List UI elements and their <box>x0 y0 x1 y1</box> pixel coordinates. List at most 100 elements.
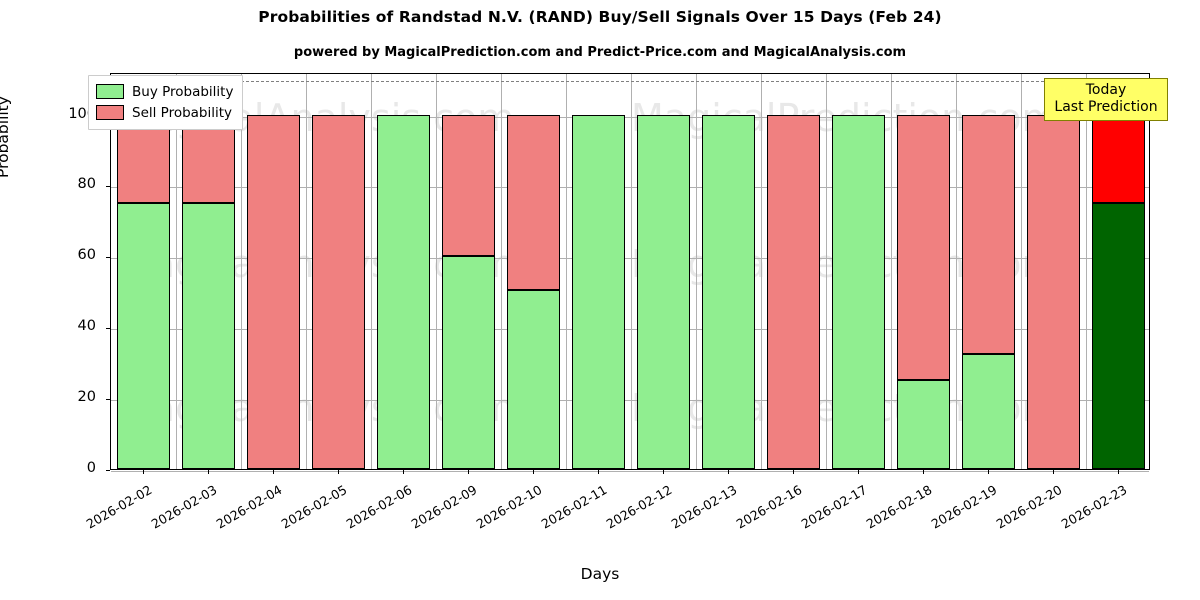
chart-title: Probabilities of Randstad N.V. (RAND) Bu… <box>258 8 942 26</box>
bar-segment-buy[interactable] <box>376 114 431 469</box>
x-tick-mark <box>922 470 924 474</box>
x-tick-label: 2026-02-05 <box>278 482 349 532</box>
chart-subtitle: powered by MagicalPrediction.com and Pre… <box>293 45 907 60</box>
y-tick-mark <box>106 470 110 471</box>
vertical-gridline <box>631 74 632 469</box>
today-annotation-line2: Last Prediction <box>1054 99 1158 115</box>
y-tick-label: 80 <box>77 176 96 193</box>
legend-label-buy: Buy Probability <box>132 83 234 100</box>
bar-group[interactable] <box>1091 72 1146 469</box>
bar-group[interactable] <box>571 72 626 469</box>
bar-segment-buy[interactable] <box>1091 203 1146 469</box>
y-tick-label: 60 <box>77 247 96 264</box>
today-annotation: Today Last Prediction <box>1044 78 1168 121</box>
vertical-gridline <box>176 74 177 469</box>
y-tick-label: 0 <box>86 460 96 476</box>
legend-swatch-buy-icon <box>96 84 124 99</box>
bar-group[interactable] <box>1026 72 1081 469</box>
y-tick-mark <box>106 328 110 330</box>
vertical-gridline <box>1086 74 1087 469</box>
bar-segment-buy[interactable] <box>831 114 886 469</box>
bar-group[interactable] <box>766 72 821 469</box>
vertical-gridline <box>1021 74 1022 469</box>
bar-group[interactable] <box>831 72 886 469</box>
y-tick-label: 20 <box>77 389 96 406</box>
x-tick-mark <box>857 470 859 474</box>
x-tick-mark <box>337 470 339 474</box>
vertical-gridline <box>241 74 242 469</box>
x-tick-mark <box>597 470 599 474</box>
bar-segment-buy[interactable] <box>116 203 171 469</box>
bar-group[interactable] <box>961 72 1016 469</box>
bar-segment-sell[interactable] <box>1091 114 1146 204</box>
x-tick-label: 2026-02-12 <box>603 482 674 532</box>
x-tick-label: 2026-02-19 <box>928 482 999 532</box>
bar-group[interactable] <box>506 72 561 469</box>
bar-group[interactable] <box>701 72 756 469</box>
vertical-gridline <box>501 74 502 469</box>
legend-swatch-sell-icon <box>96 105 124 120</box>
bar-group[interactable] <box>181 72 236 469</box>
vertical-gridline <box>761 74 762 469</box>
bar-segment-buy[interactable] <box>896 380 951 469</box>
today-annotation-line1: Today <box>1085 82 1127 98</box>
x-tick-label: 2026-02-13 <box>668 482 739 532</box>
legend-item-sell: Sell Probability <box>96 102 233 123</box>
bar-segment-sell[interactable] <box>441 114 496 257</box>
x-axis-label: Days <box>580 565 620 583</box>
bar-segment-sell[interactable] <box>766 114 821 469</box>
bar-segment-buy[interactable] <box>571 114 626 469</box>
x-tick-label: 2026-02-18 <box>863 482 934 532</box>
vertical-gridline <box>306 74 307 469</box>
horizontal-gridline <box>111 329 1149 331</box>
x-tick-label: 2026-02-09 <box>408 482 479 532</box>
bar-group[interactable] <box>376 72 431 469</box>
bar-group[interactable] <box>636 72 691 469</box>
reference-dashed-line <box>111 81 1149 83</box>
vertical-gridline <box>826 74 827 469</box>
vertical-gridline <box>956 74 957 469</box>
bar-segment-buy[interactable] <box>636 114 691 469</box>
x-tick-label: 2026-02-20 <box>993 482 1064 532</box>
chart-legend: Buy Probability Sell Probability <box>88 75 244 130</box>
bar-group[interactable] <box>311 72 366 469</box>
y-tick-mark <box>106 399 110 401</box>
bar-segment-buy[interactable] <box>441 256 496 469</box>
x-tick-label: 2026-02-11 <box>538 482 609 532</box>
bar-segment-sell[interactable] <box>246 114 301 469</box>
bar-segment-buy[interactable] <box>701 114 756 469</box>
x-tick-mark <box>792 470 794 474</box>
x-tick-label: 2026-02-10 <box>473 482 544 532</box>
horizontal-gridline <box>111 187 1149 189</box>
bar-layer <box>111 74 1149 469</box>
bar-segment-buy[interactable] <box>506 290 561 469</box>
bar-segment-sell[interactable] <box>1026 114 1081 469</box>
vertical-gridline <box>891 74 892 469</box>
x-tick-label: 2026-02-06 <box>343 482 414 532</box>
x-tick-mark <box>142 470 144 474</box>
x-tick-mark <box>1052 470 1054 474</box>
bar-segment-sell[interactable] <box>311 114 366 469</box>
x-tick-label: 2026-02-17 <box>798 482 869 532</box>
bar-group[interactable] <box>896 72 951 469</box>
x-tick-label: 2026-02-23 <box>1058 482 1129 532</box>
y-tick-mark <box>106 186 110 188</box>
bar-segment-buy[interactable] <box>961 353 1016 469</box>
legend-label-sell: Sell Probability <box>132 104 233 121</box>
horizontal-gridline <box>111 471 1149 472</box>
x-tick-mark <box>207 470 209 474</box>
grid-layer <box>111 74 1149 472</box>
vertical-gridline <box>436 74 437 469</box>
bar-group[interactable] <box>246 72 301 469</box>
bar-segment-sell[interactable] <box>961 114 1016 354</box>
vertical-gridline <box>696 74 697 469</box>
bar-segment-buy[interactable] <box>181 203 236 469</box>
x-tick-mark <box>987 470 989 474</box>
bar-group[interactable] <box>441 72 496 469</box>
bar-segment-sell[interactable] <box>896 114 951 381</box>
bar-segment-sell[interactable] <box>506 114 561 290</box>
x-tick-label: 2026-02-16 <box>733 482 804 532</box>
legend-item-buy: Buy Probability <box>96 81 233 102</box>
